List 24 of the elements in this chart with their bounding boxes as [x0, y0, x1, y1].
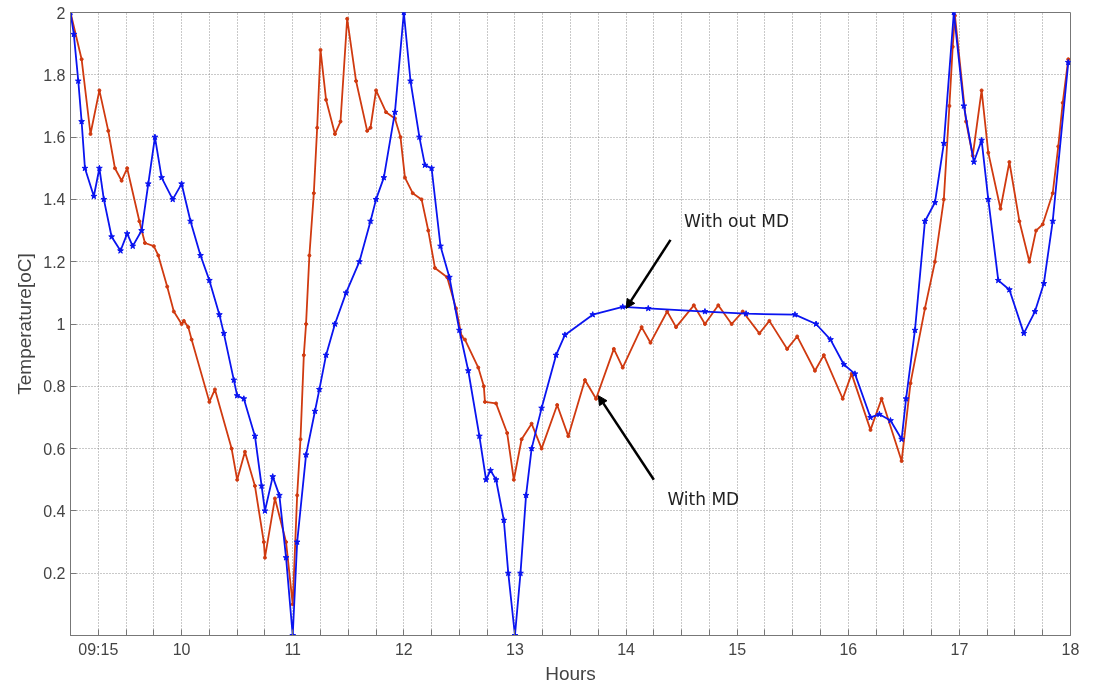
annotation: With MD: [667, 489, 740, 510]
x-tick-label: 17: [950, 640, 969, 658]
x-tick-label: 10: [172, 640, 191, 658]
x-tick-label: 18: [1061, 640, 1080, 658]
y-axis-title: Temperature[oC]: [14, 253, 36, 395]
y-tick-label: 0.8: [43, 378, 66, 396]
y-tick-label: 0.4: [43, 502, 66, 520]
annotation: With out MD: [684, 210, 790, 231]
y-tick-label: 0.6: [43, 440, 66, 458]
y-tick-label: 1.4: [43, 191, 66, 209]
x-tick-label: 15: [728, 640, 747, 658]
x-tick-label: 16: [839, 640, 858, 658]
y-tick-label: 0.2: [43, 565, 66, 583]
x-tick-label: 13: [506, 640, 524, 658]
x-tick-label: 09:15: [78, 640, 119, 658]
x-tick-label: 14: [617, 640, 636, 658]
y-tick-label: 1.2: [43, 253, 66, 271]
x-tick-label: 12: [394, 640, 413, 658]
y-tick-label: 2: [56, 4, 66, 22]
y-tick-label: 1.6: [43, 129, 66, 147]
x-tick-label: 11: [284, 640, 302, 658]
x-axis-title: Hours: [545, 662, 596, 684]
y-tick-label: 1: [56, 316, 66, 333]
y-tick-label: 1.8: [43, 66, 66, 84]
